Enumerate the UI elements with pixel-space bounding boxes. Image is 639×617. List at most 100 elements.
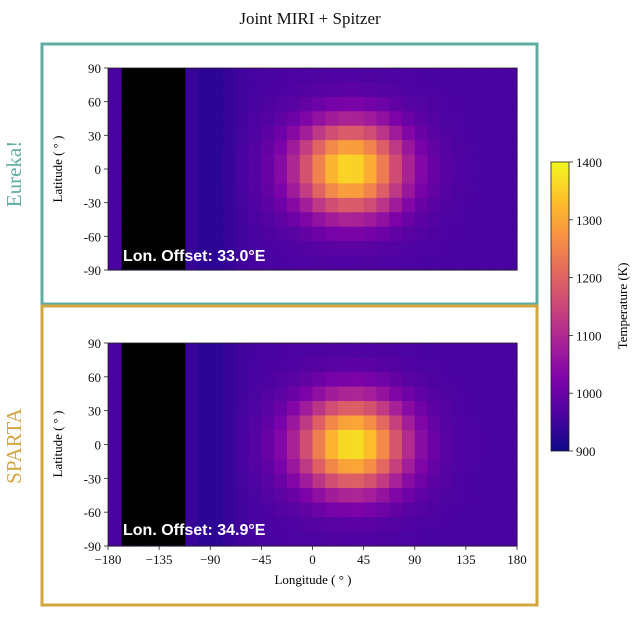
heat-cell: [108, 96, 122, 112]
heat-cell: [338, 241, 352, 257]
heat-cell: [312, 183, 326, 199]
heat-cell: [478, 183, 493, 199]
heat-cell: [453, 430, 467, 446]
heat-cell: [414, 531, 429, 547]
heat-cell: [299, 343, 314, 359]
heat-cell: [414, 197, 429, 213]
heat-cell: [325, 241, 339, 257]
heat-cell: [197, 459, 211, 475]
heat-cell: [414, 241, 429, 257]
heat-cell: [453, 111, 467, 127]
heat-cell: [261, 343, 275, 359]
heat-cell: [235, 459, 250, 475]
heat-cell: [478, 212, 493, 228]
heat-cell: [363, 226, 378, 242]
heat-cell: [350, 444, 365, 460]
heat-cell: [453, 125, 467, 141]
heat-cell: [210, 183, 224, 199]
heat-cell: [363, 154, 378, 170]
heat-cell: [440, 415, 454, 431]
heat-cell: [389, 357, 403, 373]
heat-cell: [197, 140, 211, 156]
heat-cell: [312, 459, 326, 475]
heat-cell: [223, 502, 237, 518]
heat-cell: [184, 140, 199, 156]
heat-cell: [286, 343, 301, 359]
heat-cell: [363, 502, 378, 518]
heat-cell: [274, 183, 288, 199]
heat-cell: [453, 401, 467, 417]
heat-cell: [389, 386, 403, 402]
heat-cell: [414, 154, 429, 170]
heat-cell: [453, 183, 467, 199]
heat-cell: [504, 415, 518, 431]
heat-cell: [197, 502, 211, 518]
heat-cell: [478, 415, 493, 431]
heat-cell: [376, 255, 390, 271]
ytick-label: -90: [84, 263, 101, 278]
heat-cell: [325, 488, 339, 504]
heat-cell: [286, 197, 301, 213]
heat-cell: [248, 444, 262, 460]
heat-cell: [363, 415, 378, 431]
xtick-label: 135: [456, 552, 476, 567]
heat-cell: [453, 96, 467, 112]
xtick-label: 45: [357, 552, 370, 567]
heat-cell: [286, 430, 301, 446]
heat-cell: [299, 212, 314, 228]
heat-cell: [108, 111, 122, 127]
heat-cell: [440, 401, 454, 417]
heat-cell: [223, 82, 237, 98]
heat-cell: [401, 430, 416, 446]
heat-cell: [363, 473, 378, 489]
colorbar-label: Temperature (K): [615, 263, 630, 350]
heat-cell: [350, 82, 365, 98]
heat-cell: [338, 459, 352, 475]
heat-cell: [491, 488, 505, 504]
heat-cell: [184, 430, 199, 446]
heat-cell: [465, 415, 480, 431]
colorbar-tick-label: 1100: [576, 328, 602, 343]
heat-cell: [312, 111, 326, 127]
heat-cell: [338, 183, 352, 199]
heat-cell: [248, 154, 262, 170]
heat-cell: [338, 154, 352, 170]
heat-cell: [427, 68, 441, 84]
heat-cell: [363, 96, 378, 112]
heat-cell: [414, 473, 429, 489]
heat-cell: [248, 343, 262, 359]
colorbar-tick-label: 900: [576, 444, 596, 459]
heat-cell: [465, 154, 480, 170]
heat-cell: [453, 444, 467, 460]
heat-cell: [376, 502, 390, 518]
heat-cell: [376, 459, 390, 475]
heat-cell: [108, 82, 122, 98]
heat-cell: [325, 197, 339, 213]
heat-cell: [248, 96, 262, 112]
heat-cell: [299, 444, 314, 460]
heat-cell: [223, 473, 237, 489]
heat-cell: [274, 430, 288, 446]
heat-cell: [197, 444, 211, 460]
heat-cell: [197, 488, 211, 504]
heat-cell: [440, 502, 454, 518]
heat-cell: [325, 255, 339, 271]
heat-cell: [184, 517, 199, 533]
heat-cell: [274, 386, 288, 402]
heat-cell: [248, 82, 262, 98]
heat-cell: [325, 444, 339, 460]
heat-cell: [197, 430, 211, 446]
heat-cell: [504, 111, 518, 127]
heat-cell: [376, 357, 390, 373]
heat-cell: [286, 241, 301, 257]
heat-cell: [210, 415, 224, 431]
heat-cell: [401, 444, 416, 460]
ytick-label: 90: [88, 336, 101, 351]
heat-cell: [312, 255, 326, 271]
heat-cell: [286, 444, 301, 460]
heat-cell: [453, 473, 467, 489]
xtick-label: 90: [408, 552, 421, 567]
heat-cell: [248, 241, 262, 257]
heat-cell: [312, 96, 326, 112]
heat-cell: [440, 111, 454, 127]
